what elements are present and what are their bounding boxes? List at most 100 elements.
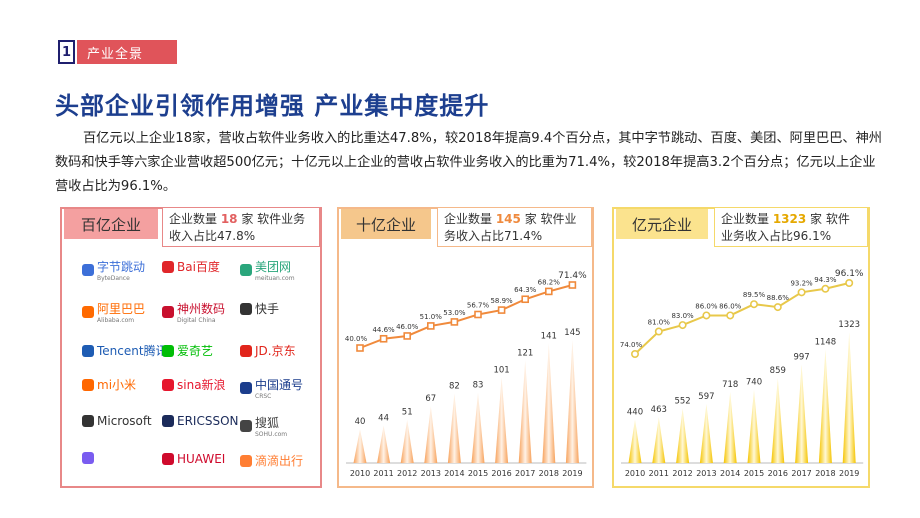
panel-tag-100b: 百亿企业 (64, 209, 158, 239)
bar (652, 417, 666, 463)
logo-name: JD.京东 (255, 344, 296, 358)
bar-value-label: 597 (698, 392, 714, 402)
line-point (773, 303, 782, 312)
bar (771, 377, 785, 463)
logo-mark-icon (82, 415, 94, 427)
logo-name: 快手 (255, 302, 280, 316)
panel-desc-100b: 企业数量 18 家 软件业务收入占比47.8% (162, 207, 320, 247)
company-logo: 阿里巴巴 Alibaba.com (82, 300, 145, 324)
bar-value-label: 440 (627, 407, 643, 417)
x-tick-label: 2017 (791, 469, 811, 478)
logo-mark-icon (162, 378, 174, 391)
x-tick-label: 2018 (815, 469, 835, 478)
bar-value-label: 463 (651, 405, 667, 415)
bar-value-label: 859 (770, 366, 786, 376)
count-prefix: 企业数量 (169, 212, 221, 226)
line-point (568, 281, 577, 289)
line-point (821, 284, 830, 293)
count-prefix: 企业数量 (444, 212, 496, 226)
line-value-label: 64.3% (514, 286, 537, 294)
section-label: 产业全景 (77, 40, 177, 64)
line-value-label: 83.0% (671, 312, 694, 320)
logo-subtext: Alibaba.com (97, 317, 135, 324)
logo-name: Bai百度 (177, 260, 220, 274)
intro-paragraph: 百亿元以上企业18家，营收占软件业务收入的比重达47.8%，较2018年提高9.… (55, 131, 882, 194)
line-point (497, 306, 506, 314)
x-tick-label: 2016 (768, 469, 788, 478)
count-suffix: 家 软件业务收入占比71.4% (444, 212, 577, 243)
bar-value-label: 67 (425, 394, 436, 404)
billion-enterprises-chart: 40 2010 44 2011 51 2012 67 2013 82 2014 83 2015 101 2… (345, 271, 587, 478)
bar-value-label: 82 (449, 381, 460, 391)
enterprise-count: 145 (495, 212, 521, 226)
bar (747, 389, 761, 463)
line-value-label: 94.3% (814, 276, 837, 284)
line-value-label: 81.0% (648, 319, 671, 327)
logo-mark-icon (240, 302, 252, 315)
company-logo: HUAWEI (162, 452, 225, 466)
logo-mark-icon (240, 344, 252, 357)
logo-subtext: SOHU.com (255, 431, 288, 438)
logo-mark-icon (82, 264, 94, 276)
x-tick-label: 2015 (468, 469, 488, 478)
bar-value-label: 997 (793, 352, 809, 362)
bar-value-label: 141 (541, 331, 557, 341)
x-tick-label: 2017 (515, 469, 535, 478)
company-logo: mi小米 (82, 376, 136, 393)
company-logo: sina新浪 (162, 376, 226, 393)
logo-subtext: ByteDance (97, 275, 130, 282)
logo-name: 字节跳动 (97, 260, 146, 274)
bar (723, 391, 737, 463)
line-point (845, 278, 854, 287)
logo-name: HUAWEI (177, 452, 226, 466)
line-value-label: 53.0% (443, 309, 466, 317)
logo-mark-icon (240, 420, 252, 432)
bar-value-label: 101 (493, 365, 509, 375)
line-value-label: 44.6% (372, 326, 395, 334)
panel-tag-100m: 亿元企业 (616, 209, 708, 239)
line-point (379, 334, 388, 343)
bar (518, 360, 532, 463)
line-value-label: 86.0% (719, 302, 742, 310)
company-logo: Microsoft (82, 414, 152, 428)
logo-mark-icon (82, 306, 94, 318)
line-point (450, 318, 459, 326)
line-value-label: 56.7% (467, 301, 490, 309)
line-point (630, 350, 639, 359)
company-logo: 神州数码 Digital China (162, 300, 225, 324)
bar (542, 343, 556, 463)
line-point (521, 295, 529, 304)
bar-value-label: 1148 (815, 337, 837, 347)
bar-value-label: 552 (674, 396, 690, 406)
x-tick-label: 2010 (350, 469, 370, 478)
bar (565, 340, 579, 463)
logo-name: mi小米 (97, 378, 137, 392)
x-tick-label: 2013 (421, 469, 441, 478)
logo-name: 搜狐 (255, 416, 280, 430)
logo-mark-icon (240, 264, 252, 276)
bar-value-label: 740 (746, 378, 762, 388)
x-tick-label: 2010 (625, 469, 645, 478)
line-point (474, 310, 482, 319)
line-point (702, 311, 711, 320)
line-value-label: 89.5% (743, 291, 766, 299)
logo-subtext: meituan.com (255, 275, 295, 282)
count-prefix: 企业数量 (721, 212, 773, 226)
bar (447, 393, 461, 463)
enterprise-count: 18 (220, 212, 238, 226)
company-logo: ERICSSON (162, 414, 239, 428)
bar (676, 408, 690, 463)
bar-value-label: 83 (473, 381, 484, 391)
company-logo (82, 452, 97, 464)
line-series (634, 282, 850, 355)
company-logo: 快手 (240, 300, 279, 317)
line-value-label: 51.0% (420, 313, 443, 321)
line-point (654, 327, 663, 336)
line-value-label: 40.0% (345, 335, 368, 343)
company-logo: Bai百度 (162, 258, 220, 275)
bar (471, 392, 485, 463)
bar-value-label: 44 (378, 414, 389, 424)
bar (842, 332, 856, 463)
logo-name: 中国通号 (255, 378, 304, 392)
count-suffix: 家 软件业务收入占比47.8% (169, 212, 306, 243)
